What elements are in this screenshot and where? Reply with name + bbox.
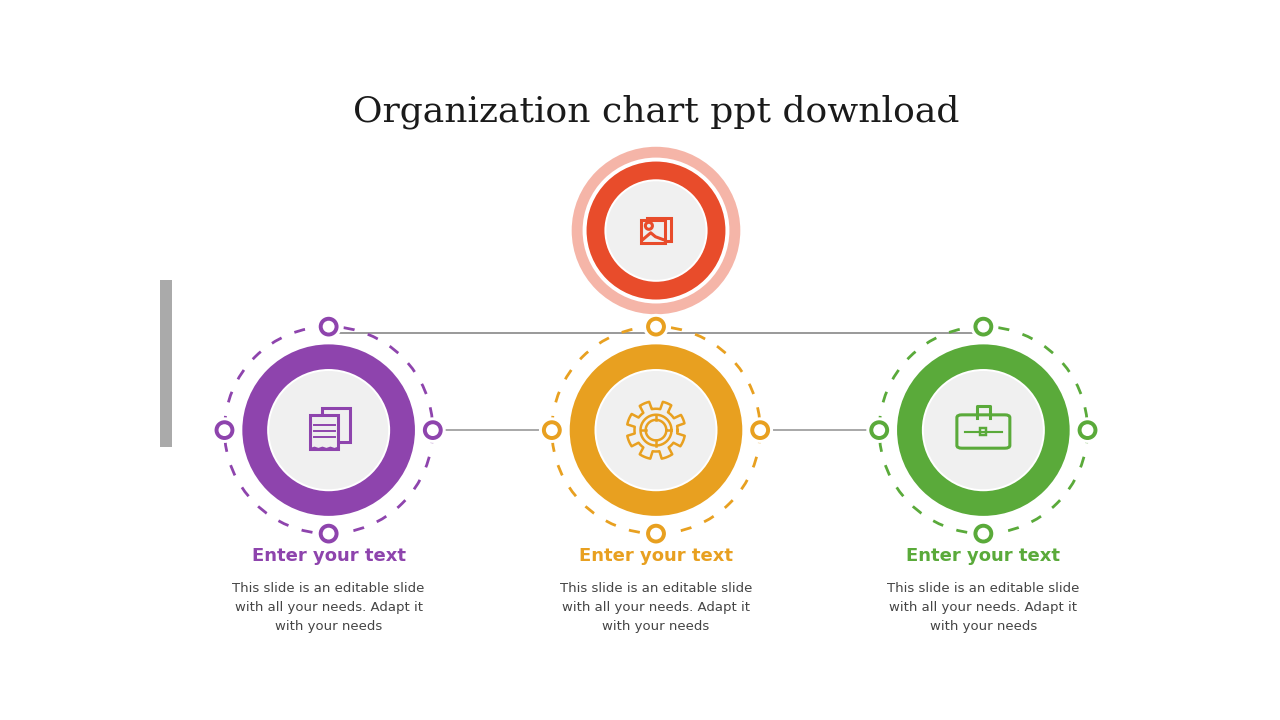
Ellipse shape xyxy=(970,521,996,546)
Ellipse shape xyxy=(754,424,767,436)
Ellipse shape xyxy=(572,147,740,315)
Ellipse shape xyxy=(867,418,892,443)
Ellipse shape xyxy=(748,418,773,443)
Ellipse shape xyxy=(323,320,334,333)
Ellipse shape xyxy=(426,424,439,436)
Ellipse shape xyxy=(1075,418,1101,443)
Ellipse shape xyxy=(646,523,666,544)
Ellipse shape xyxy=(545,424,558,436)
Ellipse shape xyxy=(422,420,443,440)
Text: Organization chart ppt download: Organization chart ppt download xyxy=(353,95,959,129)
Ellipse shape xyxy=(1082,424,1093,436)
Ellipse shape xyxy=(978,320,989,333)
Ellipse shape xyxy=(643,314,669,339)
Ellipse shape xyxy=(316,314,342,339)
Ellipse shape xyxy=(319,523,338,544)
Ellipse shape xyxy=(750,420,771,440)
Ellipse shape xyxy=(323,528,334,539)
Ellipse shape xyxy=(897,344,1070,516)
FancyBboxPatch shape xyxy=(641,220,664,243)
Ellipse shape xyxy=(646,317,666,336)
Ellipse shape xyxy=(242,344,415,516)
Ellipse shape xyxy=(922,369,1044,491)
Text: Enter your text: Enter your text xyxy=(252,547,406,565)
Ellipse shape xyxy=(650,320,662,333)
Ellipse shape xyxy=(582,158,730,303)
Ellipse shape xyxy=(650,528,662,539)
Ellipse shape xyxy=(596,371,716,490)
Ellipse shape xyxy=(604,179,708,282)
Ellipse shape xyxy=(978,528,989,539)
FancyBboxPatch shape xyxy=(160,280,172,446)
Ellipse shape xyxy=(643,521,669,546)
Text: Enter your text: Enter your text xyxy=(579,547,733,565)
Ellipse shape xyxy=(570,344,742,516)
Ellipse shape xyxy=(974,317,993,336)
Ellipse shape xyxy=(539,418,564,443)
Ellipse shape xyxy=(269,371,388,490)
Ellipse shape xyxy=(873,424,886,436)
Ellipse shape xyxy=(219,424,230,436)
Ellipse shape xyxy=(586,161,726,300)
Text: This slide is an editable slide
with all your needs. Adapt it
with your needs: This slide is an editable slide with all… xyxy=(887,582,1079,633)
Ellipse shape xyxy=(215,420,234,440)
Ellipse shape xyxy=(869,420,890,440)
Ellipse shape xyxy=(970,314,996,339)
Text: This slide is an editable slide
with all your needs. Adapt it
with your needs: This slide is an editable slide with all… xyxy=(559,582,753,633)
Ellipse shape xyxy=(1078,420,1097,440)
Ellipse shape xyxy=(420,418,445,443)
Ellipse shape xyxy=(316,521,342,546)
FancyBboxPatch shape xyxy=(311,415,338,449)
Ellipse shape xyxy=(974,523,993,544)
Ellipse shape xyxy=(211,418,237,443)
Ellipse shape xyxy=(268,369,390,491)
Ellipse shape xyxy=(594,369,718,491)
Ellipse shape xyxy=(607,181,705,280)
Ellipse shape xyxy=(924,371,1043,490)
Ellipse shape xyxy=(541,420,562,440)
Text: Enter your text: Enter your text xyxy=(906,547,1060,565)
Ellipse shape xyxy=(319,317,338,336)
Text: This slide is an editable slide
with all your needs. Adapt it
with your needs: This slide is an editable slide with all… xyxy=(233,582,425,633)
